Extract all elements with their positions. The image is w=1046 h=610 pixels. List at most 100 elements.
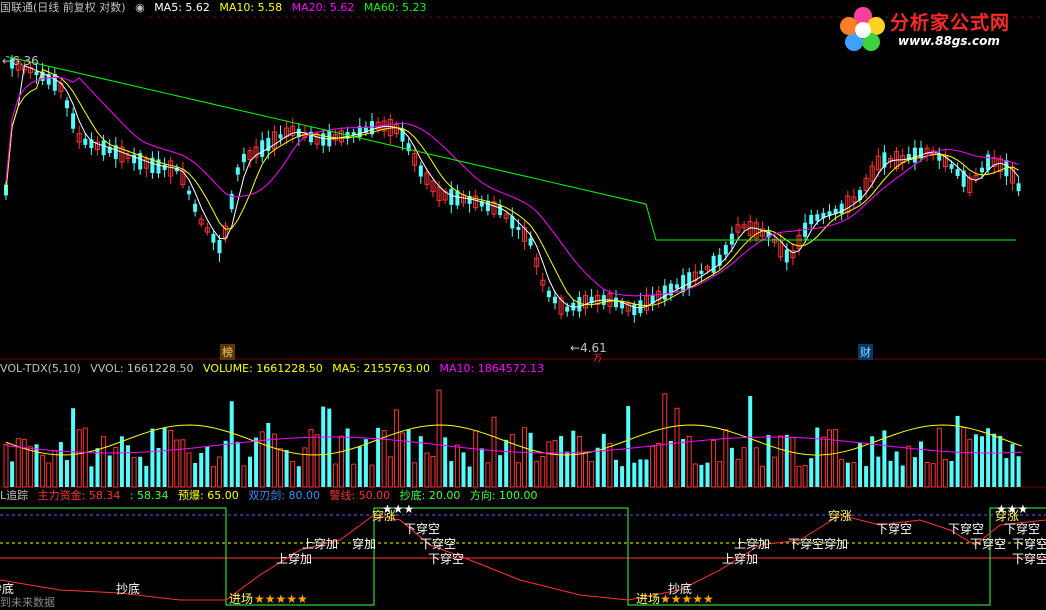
- indicator-name[interactable]: L追踪: [0, 489, 29, 502]
- candle-body: [271, 131, 277, 150]
- candle-body: [314, 133, 320, 145]
- volume-bar: [138, 456, 143, 487]
- volume-bar: [729, 447, 734, 487]
- volume-bar: [644, 459, 649, 487]
- candle-body: [991, 157, 997, 167]
- candle-body: [919, 147, 923, 159]
- volume-bar: [369, 464, 375, 488]
- stock-title[interactable]: 国联通(日线 前复权 对数): [0, 1, 126, 14]
- volume-bar: [479, 448, 484, 487]
- volume-bar: [357, 446, 362, 487]
- volume-bar: [58, 442, 63, 487]
- ma10-value: MA10: 5.58: [219, 1, 283, 14]
- candle-body: [180, 169, 186, 186]
- candle-body: [961, 170, 966, 187]
- volume-bar: [820, 436, 826, 488]
- candle-body: [107, 146, 112, 154]
- vol-ma10-line: [5, 436, 1023, 454]
- volume-bar: [162, 427, 167, 487]
- ma5-line: [5, 65, 1019, 309]
- volume-bar: [534, 460, 540, 488]
- candle-body: [198, 218, 204, 225]
- candle-body: [260, 140, 265, 157]
- candle-body: [790, 250, 796, 259]
- candle-body: [89, 139, 94, 149]
- candle-body: [906, 154, 911, 161]
- candle-body: [735, 224, 741, 233]
- volume-bar: [949, 461, 954, 487]
- volume-bar: [815, 427, 820, 487]
- ma20-line: [5, 76, 1019, 297]
- signal-label: 穿涨: [995, 509, 1020, 523]
- candle-body: [980, 167, 984, 173]
- volume-bar: [223, 440, 228, 487]
- volume-bar: [266, 422, 271, 487]
- wan-marker[interactable]: 万: [593, 354, 603, 364]
- candle-body: [827, 211, 832, 216]
- candle-body: [290, 125, 296, 137]
- volume-bar: [436, 389, 442, 488]
- volume-bar: [473, 430, 479, 488]
- signal-label: ★★★★★: [254, 592, 308, 606]
- cai-marker[interactable]: 财: [858, 344, 873, 360]
- volume-bar: [46, 462, 52, 488]
- volume-bar: [967, 438, 973, 488]
- volume-bar: [614, 459, 618, 487]
- volume-bar: [186, 452, 192, 488]
- candle-body: [357, 126, 362, 138]
- candle-body: [711, 255, 716, 273]
- signal-label: 下穿空: [404, 522, 441, 536]
- volume-bar: [174, 439, 180, 488]
- volume-bar: [888, 460, 893, 487]
- volume-bar: [95, 448, 100, 487]
- oscillator-line: [0, 514, 1046, 601]
- volume-bar: [1004, 458, 1009, 487]
- volume-bar: [314, 434, 320, 488]
- volume-bar: [321, 406, 326, 487]
- volume-bar: [271, 433, 277, 488]
- candle-body: [772, 238, 778, 243]
- candle-body: [973, 175, 979, 181]
- candle-body: [656, 290, 662, 301]
- volume-bar: [248, 456, 252, 487]
- volume-bar: [308, 429, 314, 488]
- candle-body: [253, 146, 259, 158]
- fangxiang-value: 方向: 100.00: [469, 489, 538, 502]
- candle-body: [589, 296, 594, 304]
- signal-label: 上穿加: [302, 537, 339, 551]
- signal-label: 抄底: [116, 582, 141, 596]
- candle-body: [692, 271, 698, 282]
- bang-marker[interactable]: 榜: [220, 344, 235, 360]
- volume-bar: [443, 437, 448, 487]
- volume-bar: [620, 466, 625, 487]
- candle-body: [644, 295, 649, 311]
- settings-icon[interactable]: ◉: [135, 1, 145, 14]
- candle-body: [473, 195, 479, 209]
- volume-bar: [930, 463, 936, 488]
- candle-body: [418, 165, 423, 177]
- volume-bar: [393, 409, 399, 488]
- volume-bar: [89, 466, 94, 487]
- volume-bar: [284, 449, 289, 487]
- candle-body: [534, 257, 540, 267]
- volume-bar: [424, 452, 430, 488]
- candle-body: [138, 153, 143, 170]
- volume-bar: [126, 445, 130, 487]
- volume-bar: [955, 415, 960, 487]
- candle-body: [687, 272, 692, 289]
- shuangren-value: 双刃剑: 80.00: [248, 489, 320, 502]
- candle-body: [699, 270, 704, 274]
- signal-label: ★★★: [996, 502, 1029, 516]
- candle-body: [766, 231, 771, 238]
- candle-body: [528, 238, 533, 246]
- volume-bar: [973, 434, 978, 487]
- volume-bar: [650, 445, 656, 488]
- candle-body: [40, 71, 45, 81]
- volume-bar: [790, 436, 796, 488]
- volume-bar: [656, 442, 662, 488]
- vol-indicator-name[interactable]: VOL-TDX(5,10): [0, 362, 81, 375]
- candle-body: [809, 215, 814, 225]
- volume-bar: [52, 450, 58, 488]
- candle-body: [753, 222, 759, 239]
